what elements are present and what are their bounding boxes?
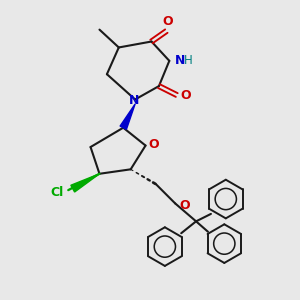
Text: N: N: [175, 54, 185, 67]
Text: O: O: [180, 88, 191, 101]
Text: O: O: [163, 14, 173, 28]
Text: O: O: [180, 200, 190, 212]
Text: N: N: [128, 94, 139, 107]
Polygon shape: [120, 104, 135, 129]
Text: H: H: [184, 54, 192, 67]
Polygon shape: [71, 174, 100, 192]
Text: Cl: Cl: [51, 186, 64, 199]
Text: O: O: [148, 138, 159, 151]
